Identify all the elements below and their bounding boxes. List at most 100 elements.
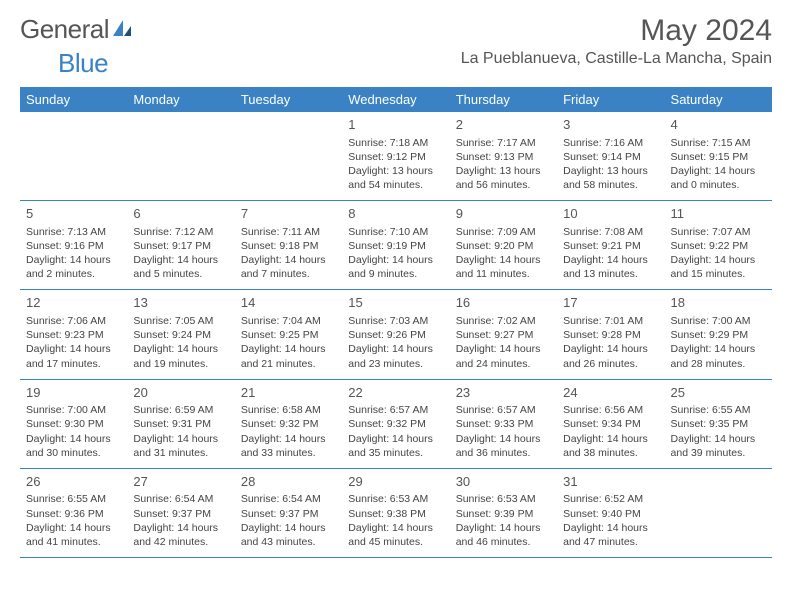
week-row: 5 Sunrise: 7:13 AMSunset: 9:16 PMDaylight… [20, 201, 772, 290]
day-number: 27 [133, 473, 228, 491]
day-info: Sunrise: 6:55 AMSunset: 9:36 PMDaylight:… [26, 492, 121, 549]
day-cell: 8 Sunrise: 7:10 AMSunset: 9:19 PMDaylight… [342, 201, 449, 290]
day-cell: 15 Sunrise: 7:03 AMSunset: 9:26 PMDayligh… [342, 290, 449, 379]
day-number: 20 [133, 384, 228, 402]
brand-part2: Blue [58, 48, 108, 79]
empty-cell [20, 112, 127, 201]
day-info: Sunrise: 7:05 AMSunset: 9:24 PMDaylight:… [133, 314, 228, 371]
day-number: 10 [563, 205, 658, 223]
weekday-header: Wednesday [342, 87, 449, 112]
empty-cell [127, 112, 234, 201]
brand-part1: General [20, 14, 109, 45]
brand-logo: General [20, 14, 133, 45]
empty-cell [235, 112, 342, 201]
day-cell: 7 Sunrise: 7:11 AMSunset: 9:18 PMDaylight… [235, 201, 342, 290]
weekday-header: Tuesday [235, 87, 342, 112]
day-number: 9 [456, 205, 551, 223]
day-cell: 30Sunrise: 6:53 AMSunset: 9:39 PMDayligh… [450, 468, 557, 557]
day-cell: 6 Sunrise: 7:12 AMSunset: 9:17 PMDaylight… [127, 201, 234, 290]
day-number: 26 [26, 473, 121, 491]
day-info: Sunrise: 7:07 AMSunset: 9:22 PMDaylight:… [671, 225, 766, 282]
weekday-header: Monday [127, 87, 234, 112]
day-info: Sunrise: 7:09 AMSunset: 9:20 PMDaylight:… [456, 225, 551, 282]
day-cell: 14 Sunrise: 7:04 AMSunset: 9:25 PMDayligh… [235, 290, 342, 379]
day-number: 17 [563, 294, 658, 312]
weekday-header: Sunday [20, 87, 127, 112]
day-info: Sunrise: 6:57 AMSunset: 9:32 PMDaylight:… [348, 403, 443, 460]
day-number: 16 [456, 294, 551, 312]
day-info: Sunrise: 7:03 AMSunset: 9:26 PMDaylight:… [348, 314, 443, 371]
day-number: 18 [671, 294, 766, 312]
day-cell: 25Sunrise: 6:55 AMSunset: 9:35 PMDayligh… [665, 379, 772, 468]
day-info: Sunrise: 6:52 AMSunset: 9:40 PMDaylight:… [563, 492, 658, 549]
day-cell: 31Sunrise: 6:52 AMSunset: 9:40 PMDayligh… [557, 468, 664, 557]
day-number: 25 [671, 384, 766, 402]
week-row: 12 Sunrise: 7:06 AMSunset: 9:23 PMDayligh… [20, 290, 772, 379]
week-row: 26Sunrise: 6:55 AMSunset: 9:36 PMDayligh… [20, 468, 772, 557]
day-cell: 9 Sunrise: 7:09 AMSunset: 9:20 PMDaylight… [450, 201, 557, 290]
day-number: 7 [241, 205, 336, 223]
day-info: Sunrise: 7:08 AMSunset: 9:21 PMDaylight:… [563, 225, 658, 282]
day-info: Sunrise: 6:54 AMSunset: 9:37 PMDaylight:… [133, 492, 228, 549]
calendar-table: SundayMondayTuesdayWednesdayThursdayFrid… [20, 87, 772, 558]
day-number: 1 [348, 116, 443, 134]
day-cell: 28Sunrise: 6:54 AMSunset: 9:37 PMDayligh… [235, 468, 342, 557]
day-number: 8 [348, 205, 443, 223]
weekday-header: Friday [557, 87, 664, 112]
day-cell: 23Sunrise: 6:57 AMSunset: 9:33 PMDayligh… [450, 379, 557, 468]
day-number: 19 [26, 384, 121, 402]
day-number: 30 [456, 473, 551, 491]
day-info: Sunrise: 7:02 AMSunset: 9:27 PMDaylight:… [456, 314, 551, 371]
sail-icon [111, 14, 133, 45]
day-cell: 3Sunrise: 7:16 AMSunset: 9:14 PMDaylight… [557, 112, 664, 201]
day-number: 2 [456, 116, 551, 134]
day-cell: 29Sunrise: 6:53 AMSunset: 9:38 PMDayligh… [342, 468, 449, 557]
day-info: Sunrise: 6:57 AMSunset: 9:33 PMDaylight:… [456, 403, 551, 460]
day-info: Sunrise: 7:00 AMSunset: 9:29 PMDaylight:… [671, 314, 766, 371]
day-cell: 2Sunrise: 7:17 AMSunset: 9:13 PMDaylight… [450, 112, 557, 201]
day-info: Sunrise: 7:06 AMSunset: 9:23 PMDaylight:… [26, 314, 121, 371]
day-info: Sunrise: 7:11 AMSunset: 9:18 PMDaylight:… [241, 225, 336, 282]
day-number: 12 [26, 294, 121, 312]
day-number: 6 [133, 205, 228, 223]
day-number: 15 [348, 294, 443, 312]
day-cell: 24Sunrise: 6:56 AMSunset: 9:34 PMDayligh… [557, 379, 664, 468]
day-number: 11 [671, 205, 766, 223]
day-cell: 5 Sunrise: 7:13 AMSunset: 9:16 PMDaylight… [20, 201, 127, 290]
weekday-header: Saturday [665, 87, 772, 112]
day-info: Sunrise: 7:01 AMSunset: 9:28 PMDaylight:… [563, 314, 658, 371]
week-row: 1 Sunrise: 7:18 AMSunset: 9:12 PMDaylight… [20, 112, 772, 201]
day-number: 14 [241, 294, 336, 312]
day-info: Sunrise: 6:55 AMSunset: 9:35 PMDaylight:… [671, 403, 766, 460]
day-info: Sunrise: 7:18 AMSunset: 9:12 PMDaylight:… [348, 136, 443, 193]
empty-cell [665, 468, 772, 557]
day-cell: 18 Sunrise: 7:00 AMSunset: 9:29 PMDayligh… [665, 290, 772, 379]
day-cell: 17 Sunrise: 7:01 AMSunset: 9:28 PMDayligh… [557, 290, 664, 379]
day-number: 13 [133, 294, 228, 312]
day-cell: 27Sunrise: 6:54 AMSunset: 9:37 PMDayligh… [127, 468, 234, 557]
day-info: Sunrise: 6:58 AMSunset: 9:32 PMDaylight:… [241, 403, 336, 460]
day-info: Sunrise: 7:10 AMSunset: 9:19 PMDaylight:… [348, 225, 443, 282]
day-info: Sunrise: 7:16 AMSunset: 9:14 PMDaylight:… [563, 136, 658, 193]
day-cell: 12 Sunrise: 7:06 AMSunset: 9:23 PMDayligh… [20, 290, 127, 379]
day-number: 5 [26, 205, 121, 223]
day-cell: 16 Sunrise: 7:02 AMSunset: 9:27 PMDayligh… [450, 290, 557, 379]
day-info: Sunrise: 7:12 AMSunset: 9:17 PMDaylight:… [133, 225, 228, 282]
weekday-header: Thursday [450, 87, 557, 112]
day-cell: 4 Sunrise: 7:15 AMSunset: 9:15 PMDaylight… [665, 112, 772, 201]
day-cell: 21Sunrise: 6:58 AMSunset: 9:32 PMDayligh… [235, 379, 342, 468]
day-number: 21 [241, 384, 336, 402]
day-cell: 20Sunrise: 6:59 AMSunset: 9:31 PMDayligh… [127, 379, 234, 468]
day-cell: 1 Sunrise: 7:18 AMSunset: 9:12 PMDaylight… [342, 112, 449, 201]
day-info: Sunrise: 7:13 AMSunset: 9:16 PMDaylight:… [26, 225, 121, 282]
day-number: 4 [671, 116, 766, 134]
day-number: 28 [241, 473, 336, 491]
day-info: Sunrise: 7:04 AMSunset: 9:25 PMDaylight:… [241, 314, 336, 371]
weekday-header-row: SundayMondayTuesdayWednesdayThursdayFrid… [20, 87, 772, 112]
day-info: Sunrise: 7:00 AMSunset: 9:30 PMDaylight:… [26, 403, 121, 460]
day-info: Sunrise: 7:15 AMSunset: 9:15 PMDaylight:… [671, 136, 766, 193]
day-info: Sunrise: 6:53 AMSunset: 9:38 PMDaylight:… [348, 492, 443, 549]
location: La Pueblanueva, Castille-La Mancha, Spai… [461, 50, 772, 68]
day-cell: 19Sunrise: 7:00 AMSunset: 9:30 PMDayligh… [20, 379, 127, 468]
day-number: 24 [563, 384, 658, 402]
